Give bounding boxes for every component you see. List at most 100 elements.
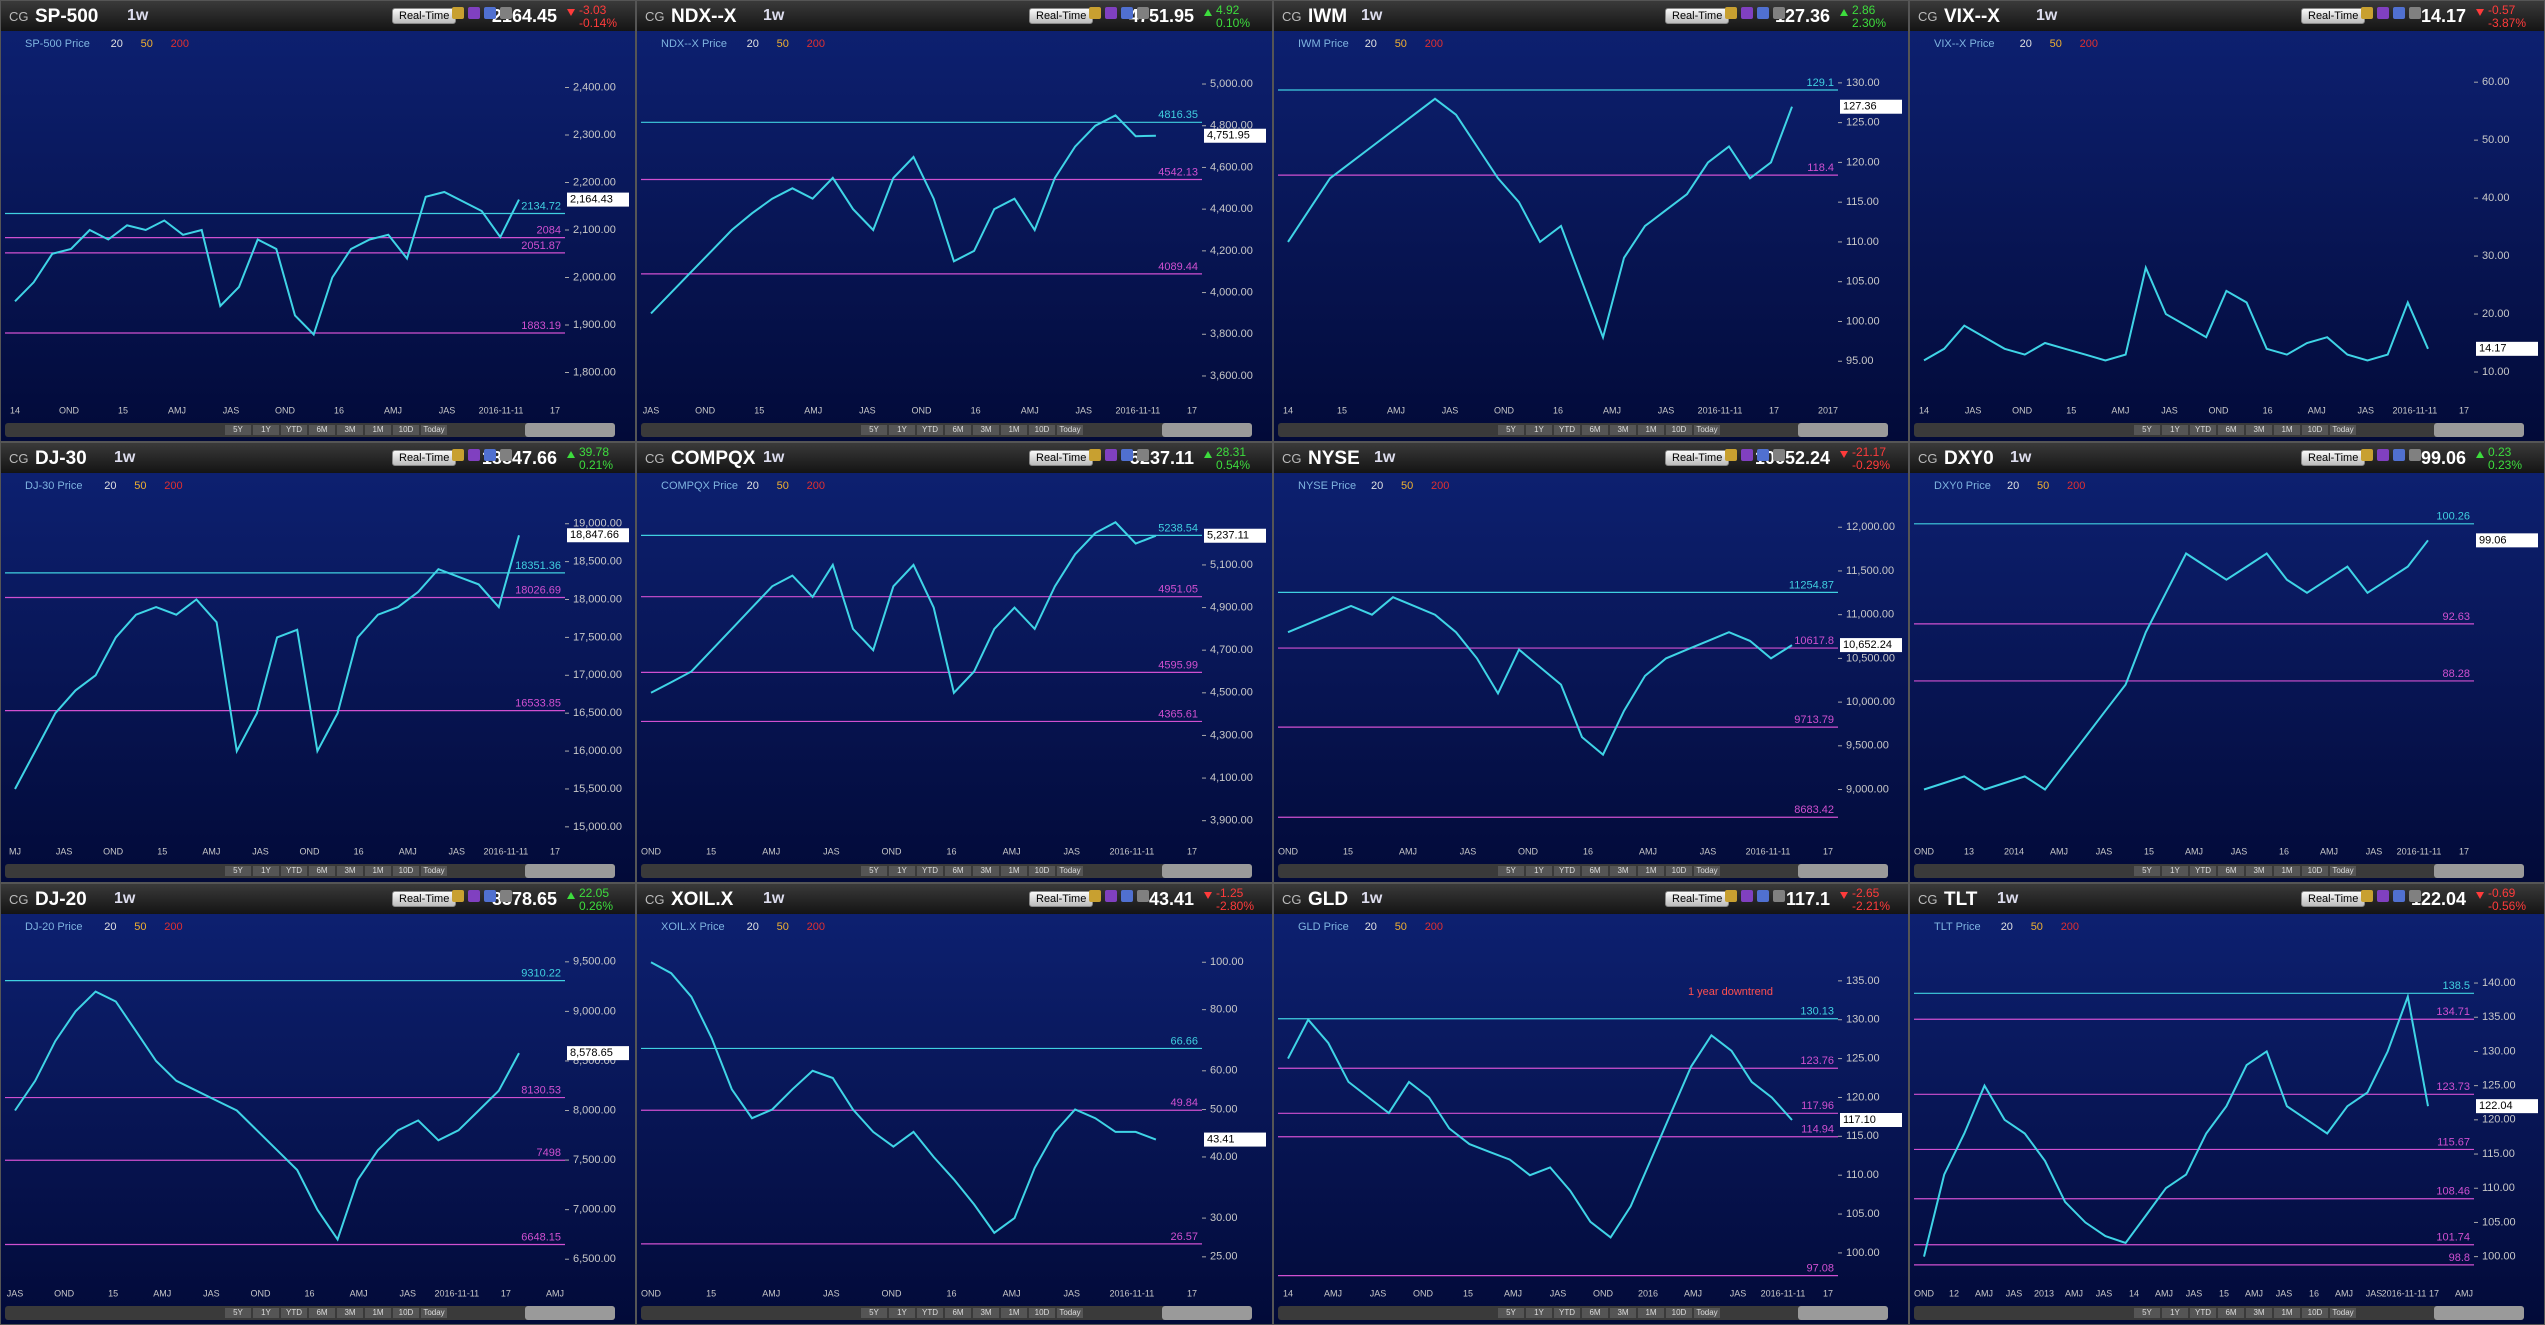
scroll-thumb[interactable]	[1798, 423, 1888, 437]
range-button[interactable]	[1029, 866, 1055, 876]
range-button-label[interactable]: 6M	[1589, 1308, 1600, 1317]
toolbar-icon[interactable]	[2377, 449, 2389, 461]
range-button-label[interactable]: YTD	[1559, 1308, 1575, 1317]
range-button-label[interactable]: YTD	[286, 866, 302, 875]
range-button[interactable]	[253, 1308, 279, 1318]
range-button[interactable]	[1001, 866, 1027, 876]
range-button[interactable]	[309, 866, 335, 876]
range-button-label[interactable]: Today	[423, 1308, 444, 1317]
range-button[interactable]	[917, 425, 943, 435]
interval[interactable]: 1w	[763, 890, 785, 907]
range-button-label[interactable]: 3M	[2253, 425, 2264, 434]
range-button[interactable]	[253, 425, 279, 435]
range-button-label[interactable]: 1M	[372, 1308, 383, 1317]
toolbar-icon[interactable]	[2377, 890, 2389, 902]
interval[interactable]: 1w	[127, 7, 149, 24]
range-button[interactable]	[1554, 866, 1580, 876]
range-button-label[interactable]: 10D	[1035, 425, 1050, 434]
range-button[interactable]	[2190, 1308, 2216, 1318]
range-button-label[interactable]: 1Y	[261, 425, 271, 434]
range-button[interactable]	[2218, 866, 2244, 876]
toolbar-icon[interactable]	[1773, 7, 1785, 19]
toolbar-icon[interactable]	[2393, 890, 2405, 902]
toolbar-icon[interactable]	[1121, 7, 1133, 19]
range-button[interactable]	[2190, 866, 2216, 876]
range-button-label[interactable]: 10D	[1035, 866, 1050, 875]
range-button-label[interactable]: 6M	[2225, 866, 2236, 875]
toolbar-icon[interactable]	[2361, 7, 2373, 19]
range-button[interactable]	[1638, 425, 1664, 435]
range-button[interactable]	[1582, 866, 1608, 876]
range-button-label[interactable]: YTD	[1559, 866, 1575, 875]
toolbar-icon[interactable]	[484, 7, 496, 19]
range-button[interactable]	[421, 866, 447, 876]
interval[interactable]: 1w	[114, 890, 136, 907]
range-button[interactable]	[365, 425, 391, 435]
range-button[interactable]	[973, 1308, 999, 1318]
range-button-label[interactable]: 1Y	[897, 866, 907, 875]
range-button[interactable]	[2218, 425, 2244, 435]
toolbar-icon[interactable]	[2377, 7, 2389, 19]
range-button-label[interactable]: Today	[1696, 1308, 1717, 1317]
range-button-label[interactable]: 6M	[952, 425, 963, 434]
range-button-label[interactable]: 5Y	[233, 425, 243, 434]
range-button[interactable]	[1001, 425, 1027, 435]
range-button[interactable]	[281, 425, 307, 435]
range-button[interactable]	[973, 866, 999, 876]
range-button-label[interactable]: 1M	[1645, 1308, 1656, 1317]
range-button[interactable]	[1029, 425, 1055, 435]
scroll-thumb[interactable]	[1162, 423, 1252, 437]
toolbar-icon[interactable]	[1137, 890, 1149, 902]
toolbar-icon[interactable]	[1105, 890, 1117, 902]
range-button[interactable]	[2330, 866, 2356, 876]
range-button[interactable]	[421, 425, 447, 435]
toolbar-icon[interactable]	[2393, 449, 2405, 461]
range-button-label[interactable]: 10D	[1672, 866, 1687, 875]
range-button[interactable]	[1666, 1308, 1692, 1318]
range-button[interactable]	[2302, 425, 2328, 435]
toolbar-icon[interactable]	[1089, 7, 1101, 19]
range-button[interactable]	[2246, 866, 2272, 876]
range-button-label[interactable]: YTD	[1559, 425, 1575, 434]
interval[interactable]: 1w	[763, 7, 785, 24]
range-button[interactable]	[2134, 1308, 2160, 1318]
range-button-label[interactable]: 5Y	[1506, 1308, 1516, 1317]
range-button-label[interactable]: 10D	[1672, 425, 1687, 434]
toolbar-icon[interactable]	[1137, 449, 1149, 461]
range-button[interactable]	[421, 1308, 447, 1318]
range-button[interactable]	[2162, 425, 2188, 435]
toolbar-icon[interactable]	[468, 449, 480, 461]
range-button-label[interactable]: YTD	[2195, 866, 2211, 875]
range-button[interactable]	[889, 1308, 915, 1318]
range-button[interactable]	[1582, 1308, 1608, 1318]
range-button-label[interactable]: 3M	[2253, 866, 2264, 875]
range-button[interactable]	[365, 866, 391, 876]
range-button-label[interactable]: 3M	[2253, 1308, 2264, 1317]
range-button-label[interactable]: Today	[2332, 425, 2353, 434]
range-button[interactable]	[225, 425, 251, 435]
range-button[interactable]	[1526, 866, 1552, 876]
range-button[interactable]	[945, 866, 971, 876]
range-button[interactable]	[1694, 1308, 1720, 1318]
range-button[interactable]	[1610, 425, 1636, 435]
range-button-label[interactable]: 1M	[1008, 1308, 1019, 1317]
range-button[interactable]	[945, 1308, 971, 1318]
range-button-label[interactable]: 10D	[1035, 1308, 1050, 1317]
range-button-label[interactable]: Today	[2332, 1308, 2353, 1317]
toolbar-icon[interactable]	[2361, 449, 2373, 461]
toolbar-icon[interactable]	[500, 890, 512, 902]
range-button-label[interactable]: 5Y	[869, 1308, 879, 1317]
scroll-thumb[interactable]	[525, 423, 615, 437]
range-button-label[interactable]: 1M	[372, 425, 383, 434]
interval[interactable]: 1w	[1361, 890, 1383, 907]
range-button-label[interactable]: YTD	[922, 866, 938, 875]
realtime-button[interactable]: Real-Time	[1029, 891, 1094, 907]
range-button[interactable]	[1638, 1308, 1664, 1318]
toolbar-icon[interactable]	[1773, 890, 1785, 902]
range-button[interactable]	[861, 1308, 887, 1318]
range-button-label[interactable]: 5Y	[869, 866, 879, 875]
range-button[interactable]	[945, 425, 971, 435]
toolbar-icon[interactable]	[1757, 449, 1769, 461]
scroll-thumb[interactable]	[2434, 423, 2524, 437]
range-button[interactable]	[2274, 866, 2300, 876]
